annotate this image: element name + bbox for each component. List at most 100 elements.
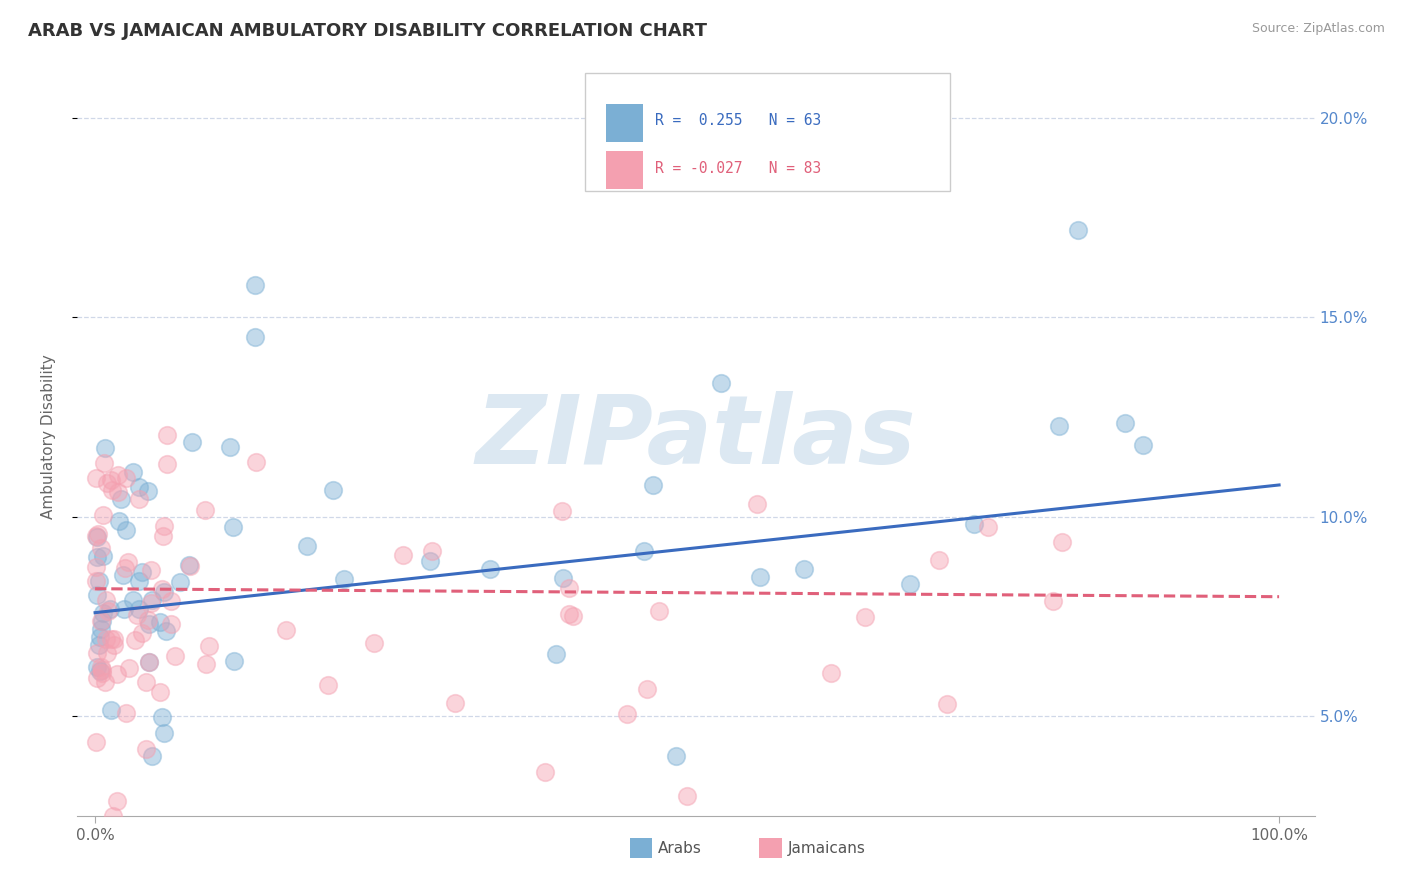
Point <box>245 455 267 469</box>
Point <box>141 749 163 764</box>
Point <box>98 602 121 616</box>
Point <box>1132 437 1154 451</box>
Point <box>117 661 139 675</box>
Point <box>898 576 921 591</box>
Point <box>97 604 120 618</box>
Point <box>84 734 107 748</box>
Point <box>179 559 201 574</box>
Point <box>295 539 318 553</box>
Point <box>333 573 356 587</box>
Point <box>84 559 107 574</box>
Point <box>138 484 160 499</box>
Point <box>105 794 128 808</box>
FancyBboxPatch shape <box>585 73 949 191</box>
Point <box>177 558 200 573</box>
Point <box>91 508 114 523</box>
Point <box>163 648 186 663</box>
Point <box>86 530 108 544</box>
Bar <box>759 838 782 858</box>
Point <box>419 554 441 568</box>
Point <box>181 434 204 449</box>
Point <box>194 503 217 517</box>
Point <box>96 475 118 490</box>
Point <box>115 470 138 484</box>
Bar <box>630 838 652 858</box>
Point <box>93 456 115 470</box>
Bar <box>606 104 643 142</box>
Text: Source: ZipAtlas.com: Source: ZipAtlas.com <box>1251 22 1385 36</box>
Point <box>100 473 122 487</box>
Point <box>198 640 221 654</box>
Point <box>160 594 183 608</box>
Point <box>90 666 112 681</box>
Point <box>128 574 150 588</box>
Point <box>155 624 177 638</box>
Point <box>1114 417 1136 431</box>
Point <box>218 440 240 454</box>
Point <box>558 581 581 595</box>
Point <box>747 497 769 511</box>
Point <box>90 660 112 674</box>
Point <box>444 696 467 710</box>
Point <box>96 646 118 660</box>
Point <box>100 483 122 497</box>
Point <box>131 625 153 640</box>
Point <box>94 441 117 455</box>
Point <box>636 682 658 697</box>
Point <box>149 615 172 630</box>
Point <box>138 655 160 669</box>
Point <box>89 574 111 588</box>
Point <box>550 504 572 518</box>
Point <box>91 549 114 563</box>
Point <box>150 710 173 724</box>
Point <box>149 685 172 699</box>
Text: Jamaicans: Jamaicans <box>787 841 865 855</box>
Point <box>616 707 638 722</box>
Point <box>86 550 108 565</box>
Point <box>135 674 157 689</box>
Point <box>1047 419 1070 434</box>
Point <box>84 471 107 485</box>
Point <box>534 765 557 780</box>
Point <box>138 616 160 631</box>
Point <box>853 609 876 624</box>
Point <box>243 278 266 293</box>
Point <box>194 657 217 672</box>
Point <box>89 664 111 678</box>
Point <box>105 667 128 681</box>
Point <box>94 632 117 647</box>
Point <box>274 623 297 637</box>
Text: ARAB VS JAMAICAN AMBULATORY DISABILITY CORRELATION CHART: ARAB VS JAMAICAN AMBULATORY DISABILITY C… <box>28 22 707 40</box>
Point <box>1050 535 1073 549</box>
Bar <box>606 152 643 189</box>
Point <box>112 567 135 582</box>
Point <box>647 604 669 618</box>
Point <box>793 561 815 575</box>
Point <box>124 632 146 647</box>
Text: ZIPatlas: ZIPatlas <box>475 391 917 483</box>
Point <box>125 607 148 622</box>
Point <box>150 582 173 597</box>
Point <box>128 602 150 616</box>
Point <box>546 647 568 661</box>
Point <box>86 588 108 602</box>
Point <box>977 520 1000 534</box>
Point <box>749 570 772 584</box>
Point <box>141 563 163 577</box>
Point <box>322 483 344 498</box>
Point <box>103 638 125 652</box>
Point <box>100 703 122 717</box>
Point <box>84 574 107 588</box>
Point <box>363 635 385 649</box>
Point <box>115 706 138 720</box>
Text: R = -0.027   N = 83: R = -0.027 N = 83 <box>655 161 821 176</box>
Point <box>128 492 150 507</box>
Point <box>820 665 842 680</box>
Point <box>90 615 112 629</box>
Point <box>86 526 108 541</box>
Point <box>90 541 112 555</box>
Point <box>90 622 112 636</box>
Point <box>94 593 117 607</box>
Point <box>94 675 117 690</box>
Point <box>107 468 129 483</box>
